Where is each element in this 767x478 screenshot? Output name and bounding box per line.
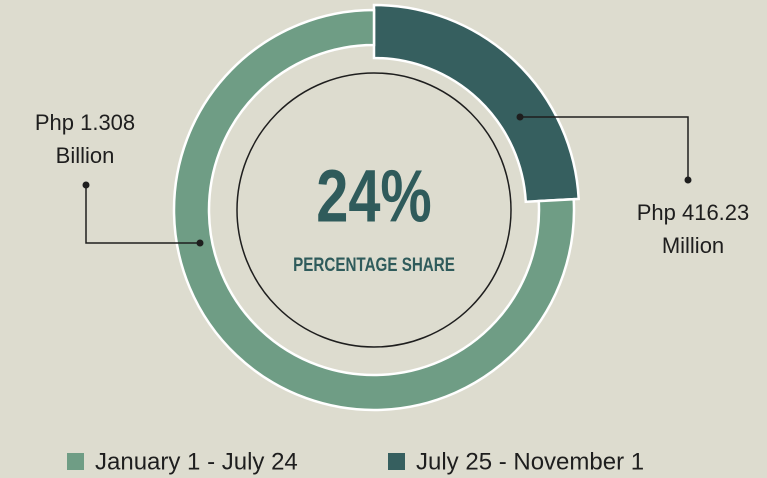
legend-swatch bbox=[67, 453, 84, 470]
slice bbox=[372, 3, 581, 204]
inner-circle bbox=[236, 72, 512, 348]
center-sublabel: PERCENTAGE SHARE bbox=[293, 253, 455, 275]
slices bbox=[172, 3, 581, 412]
leader-dot bbox=[82, 181, 90, 189]
value-label: Php 416.23 Million bbox=[636, 200, 750, 258]
leader-line bbox=[520, 116, 689, 180]
slice bbox=[172, 8, 576, 412]
legend-label: January 1 - July 24 bbox=[95, 448, 298, 475]
legend-label: July 25 - November 1 bbox=[416, 448, 644, 475]
center-label: 24% bbox=[316, 156, 432, 239]
leader-dot bbox=[196, 239, 204, 247]
legend-swatch bbox=[388, 453, 405, 470]
legend: January 1 - July 24 July 25 - November 1 bbox=[67, 448, 644, 475]
leader-dot bbox=[516, 113, 524, 121]
value-label: Php 1.308 Billion bbox=[34, 110, 136, 168]
leader-dot bbox=[684, 176, 692, 184]
leader-line bbox=[85, 185, 200, 244]
